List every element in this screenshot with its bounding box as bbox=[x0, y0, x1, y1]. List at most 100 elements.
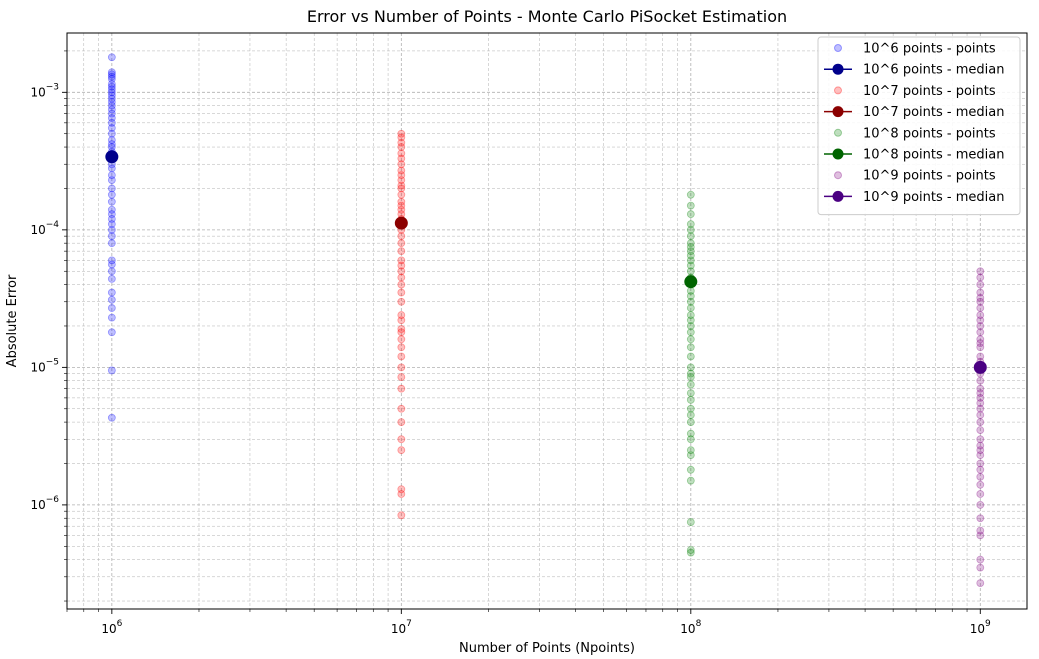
data-point bbox=[397, 335, 406, 344]
median-point bbox=[105, 150, 119, 164]
data-point bbox=[686, 247, 695, 256]
data-point bbox=[107, 413, 116, 422]
median-point bbox=[394, 216, 408, 230]
data-point bbox=[686, 546, 695, 554]
data-point bbox=[686, 311, 695, 319]
data-point bbox=[107, 70, 116, 79]
data-point bbox=[976, 500, 985, 509]
data-point bbox=[686, 369, 695, 378]
data-point bbox=[686, 328, 695, 337]
data-point bbox=[976, 384, 985, 393]
data-point bbox=[107, 215, 116, 223]
data-point bbox=[397, 404, 406, 413]
data-point bbox=[976, 267, 985, 276]
data-point bbox=[976, 526, 985, 535]
data-point bbox=[976, 393, 985, 402]
data-point bbox=[686, 343, 695, 352]
data-point bbox=[397, 129, 406, 138]
data-point bbox=[976, 531, 985, 540]
data-point bbox=[107, 72, 116, 81]
data-point bbox=[397, 239, 406, 248]
data-point bbox=[107, 164, 116, 173]
data-point bbox=[107, 260, 116, 269]
data-point bbox=[976, 490, 985, 498]
legend: 10^6 points - points 10^6 points - median… bbox=[817, 36, 1021, 216]
data-point bbox=[107, 75, 116, 83]
data-point bbox=[686, 256, 695, 265]
data-point bbox=[686, 297, 695, 306]
data-point bbox=[686, 304, 695, 312]
legend-marker-median bbox=[832, 63, 844, 75]
data-point bbox=[397, 247, 406, 256]
data-point bbox=[107, 109, 116, 118]
y-tick-label: 10−5 bbox=[30, 357, 59, 374]
data-point bbox=[397, 485, 406, 494]
data-point bbox=[686, 380, 695, 389]
data-point bbox=[107, 94, 116, 103]
data-point bbox=[686, 261, 695, 270]
data-point bbox=[686, 239, 695, 248]
data-point bbox=[397, 297, 406, 306]
data-point bbox=[107, 80, 116, 88]
data-point bbox=[686, 210, 695, 219]
data-point bbox=[686, 373, 695, 381]
data-point bbox=[397, 184, 406, 193]
data-point bbox=[397, 328, 406, 337]
data-point bbox=[686, 322, 695, 330]
data-point bbox=[397, 267, 406, 276]
data-point bbox=[107, 68, 116, 77]
data-point bbox=[686, 435, 695, 444]
legend-label: 10^7 points - median bbox=[863, 105, 1004, 120]
data-point bbox=[107, 239, 116, 248]
data-point bbox=[107, 328, 116, 337]
data-point bbox=[107, 225, 116, 234]
data-point bbox=[397, 171, 406, 180]
data-point bbox=[976, 459, 985, 468]
data-point bbox=[686, 232, 695, 241]
data-point bbox=[686, 418, 695, 427]
data-point bbox=[107, 98, 116, 106]
data-point bbox=[686, 335, 695, 344]
data-point bbox=[397, 363, 406, 372]
data-point bbox=[397, 160, 406, 169]
data-point bbox=[397, 256, 406, 265]
data-point bbox=[686, 411, 695, 419]
legend-label: 10^9 points - points bbox=[863, 169, 996, 184]
data-point bbox=[976, 273, 985, 282]
legend-marker-points bbox=[834, 44, 842, 52]
data-point bbox=[976, 418, 985, 427]
data-point bbox=[976, 411, 985, 419]
data-point bbox=[976, 343, 985, 352]
data-point bbox=[397, 490, 406, 498]
x-tick-label: 109 bbox=[970, 619, 991, 636]
data-point bbox=[107, 274, 116, 283]
data-point bbox=[397, 311, 406, 319]
data-point bbox=[686, 389, 695, 398]
data-point bbox=[107, 197, 116, 206]
data-point bbox=[107, 82, 116, 91]
data-point bbox=[686, 201, 695, 210]
data-point bbox=[397, 273, 406, 282]
data-point bbox=[107, 124, 116, 132]
legend-marker-points bbox=[834, 128, 842, 137]
chart-title: Error vs Number of Points - Monte Carlo … bbox=[307, 7, 787, 26]
data-point bbox=[107, 136, 116, 144]
data-point bbox=[397, 373, 406, 381]
legend-label: 10^7 points - points bbox=[863, 84, 996, 99]
data-point bbox=[397, 232, 406, 241]
data-point bbox=[976, 579, 985, 588]
data-point bbox=[107, 129, 116, 138]
data-point bbox=[976, 304, 985, 312]
data-point bbox=[397, 511, 406, 520]
data-point bbox=[107, 176, 116, 185]
series-layer bbox=[105, 53, 987, 588]
data-point bbox=[976, 563, 985, 572]
data-point bbox=[397, 325, 406, 333]
data-point bbox=[107, 304, 116, 312]
x-axis-ticks: 106 107 108 109 bbox=[66, 609, 991, 636]
data-point bbox=[686, 363, 695, 372]
y-tick-label: 10−4 bbox=[30, 220, 59, 237]
data-point bbox=[397, 288, 406, 297]
data-point bbox=[397, 352, 406, 361]
legend-marker-median bbox=[832, 190, 844, 202]
